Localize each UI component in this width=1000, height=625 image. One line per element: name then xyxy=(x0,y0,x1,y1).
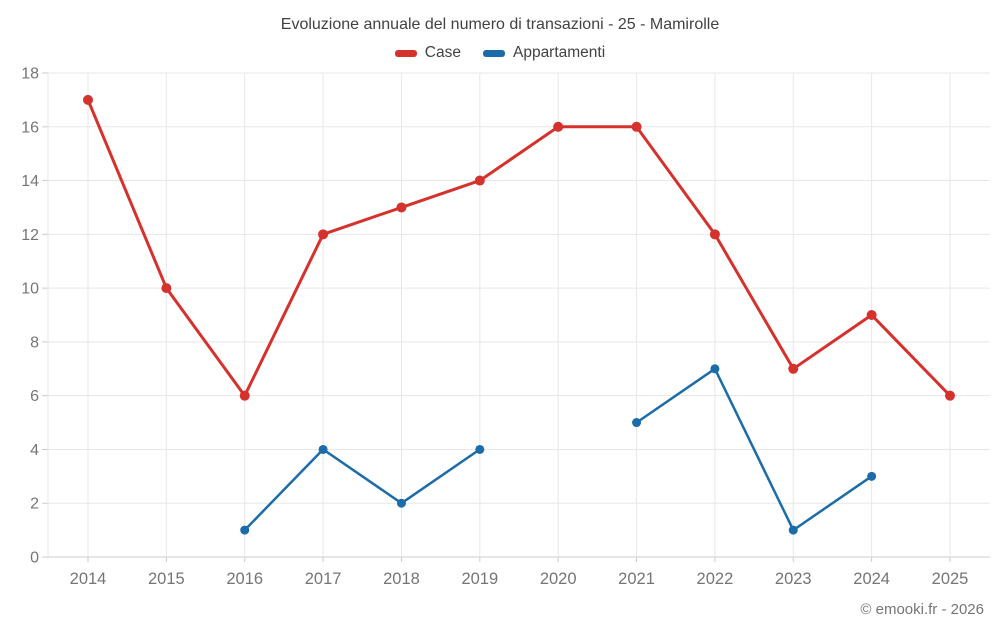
y-tick-label: 0 xyxy=(30,550,39,567)
point-case-2016[interactable] xyxy=(239,390,250,401)
point-appartamenti-2022[interactable] xyxy=(710,364,720,374)
legend-label-case: Case xyxy=(424,44,461,61)
y-tick-label: 16 xyxy=(21,119,39,136)
legend-swatch-case xyxy=(394,49,417,57)
y-tick-label: 12 xyxy=(21,227,39,244)
point-case-2023[interactable] xyxy=(788,363,799,374)
legend-item-appartamenti[interactable]: Appartamenti xyxy=(482,44,606,62)
x-tick-label: 2024 xyxy=(853,570,890,588)
x-tick-label: 2016 xyxy=(226,570,263,588)
point-appartamenti-2021[interactable] xyxy=(632,418,642,428)
point-appartamenti-2019[interactable] xyxy=(475,444,485,454)
legend: Case Appartamenti xyxy=(0,44,1000,62)
y-tick-label: 10 xyxy=(21,281,39,298)
series-line-case xyxy=(86,98,952,398)
point-case-2014[interactable] xyxy=(83,94,93,105)
x-tick-label: 2020 xyxy=(540,570,577,588)
x-tick-label: 2022 xyxy=(697,570,734,588)
copyright: © emooki.fr - 2026 xyxy=(860,601,984,618)
x-tick-label: 2015 xyxy=(148,570,185,588)
chart-title: Evoluzione annuale del numero di transaz… xyxy=(280,16,720,33)
point-case-2021[interactable] xyxy=(631,121,642,132)
x-tick-label: 2018 xyxy=(383,570,420,588)
point-case-2025[interactable] xyxy=(945,390,955,401)
x-tick-label: 2019 xyxy=(461,570,498,588)
point-appartamenti-2018[interactable] xyxy=(396,498,406,508)
point-case-2020[interactable] xyxy=(553,121,564,132)
y-tick-label: 14 xyxy=(21,173,39,190)
y-tick-label: 8 xyxy=(30,334,39,351)
y-tick-label: 6 xyxy=(30,388,39,405)
point-appartamenti-2016[interactable] xyxy=(240,525,250,535)
series-line-appartamenti xyxy=(243,367,873,532)
x-tick-label: 2017 xyxy=(305,570,342,588)
x-tick-label: 2021 xyxy=(618,570,655,588)
point-case-2022[interactable] xyxy=(709,229,720,240)
point-appartamenti-2023[interactable] xyxy=(788,525,798,535)
legend-item-case[interactable]: Case xyxy=(394,44,461,62)
legend-swatch-appartamenti xyxy=(482,49,505,57)
point-appartamenti-2024[interactable] xyxy=(867,471,877,481)
point-appartamenti-2017[interactable] xyxy=(318,444,328,454)
y-tick-label: 4 xyxy=(30,442,39,459)
point-case-2017[interactable] xyxy=(318,229,329,240)
point-case-2024[interactable] xyxy=(866,310,877,320)
legend-label-appartamenti: Appartamenti xyxy=(512,44,606,61)
y-tick-label: 18 xyxy=(21,66,39,83)
x-tick-label: 2014 xyxy=(70,570,107,588)
x-tick-label: 2025 xyxy=(932,570,969,588)
point-case-2018[interactable] xyxy=(396,202,407,213)
point-case-2015[interactable] xyxy=(161,283,172,294)
point-case-2019[interactable] xyxy=(474,175,485,186)
x-tick-label: 2023 xyxy=(775,570,812,588)
y-tick-label: 2 xyxy=(30,496,39,513)
